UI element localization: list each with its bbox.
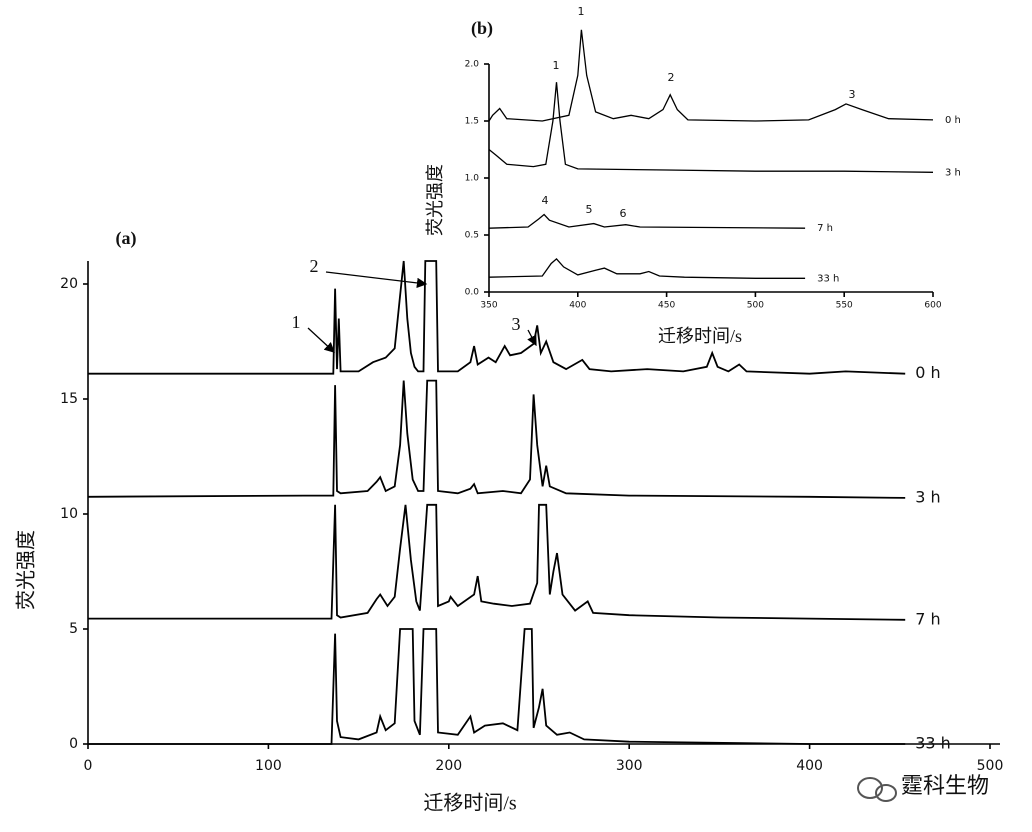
watermark-icon [857, 777, 897, 802]
x-tick-label: 400 [796, 758, 823, 774]
trace [88, 503, 906, 621]
annotation-arrow [527, 329, 537, 347]
watermark: 霆科生物 [901, 773, 989, 798]
x-tick-label: 500 [977, 758, 1004, 774]
series-label: 0 h [945, 115, 961, 126]
y-tick-label: 15 [60, 391, 78, 407]
peak-label: 1 [578, 5, 585, 18]
x-tick-label: 0 [84, 758, 93, 774]
y-tick-label: 0 [69, 736, 78, 752]
annotation-arrow [325, 271, 428, 289]
y-axis-label: 荧光强度 [425, 164, 445, 236]
panel-label: (b) [471, 18, 493, 39]
x-tick-label: 600 [924, 301, 941, 311]
x-tick-label: 200 [435, 758, 462, 774]
annotation-arrow [307, 327, 335, 353]
trace [88, 628, 906, 745]
y-tick-label: 2.0 [465, 60, 480, 70]
peak-label: 2 [668, 71, 675, 84]
y-tick-label: 1.0 [465, 174, 480, 184]
x-tick-label: 500 [747, 301, 764, 311]
panel-label: (a) [116, 228, 137, 249]
series-label: 7 h [817, 223, 833, 234]
y-tick-label: 5 [69, 621, 78, 637]
y-tick-label: 10 [60, 506, 78, 522]
y-tick-label: 0.5 [465, 231, 479, 241]
peak-label: 4 [542, 194, 549, 207]
series-label: 33 h [915, 734, 951, 753]
trace [87, 379, 906, 499]
x-tick-label: 100 [255, 758, 282, 774]
y-tick-label: 20 [60, 276, 78, 292]
x-axis-label: 迁移时间/s [423, 792, 517, 815]
peak-label: 3 [512, 314, 521, 334]
series-label: 3 h [945, 167, 961, 178]
trace [488, 213, 806, 229]
series-label: 33 h [817, 273, 839, 284]
y-axis-label: 荧光强度 [15, 530, 38, 610]
x-tick-label: 300 [616, 758, 643, 774]
peak-label: 5 [586, 203, 593, 216]
series-label: 7 h [915, 609, 940, 628]
peak-label: 1 [292, 312, 301, 332]
trace [488, 29, 934, 122]
peak-label: 6 [620, 207, 627, 220]
y-tick-label: 0.0 [465, 288, 480, 298]
trace [488, 82, 934, 173]
trace [488, 257, 806, 279]
x-axis-label: 迁移时间/s [658, 326, 742, 346]
series-label: 3 h [915, 487, 940, 506]
x-tick-label: 450 [658, 301, 675, 311]
peak-label: 3 [849, 88, 856, 101]
y-tick-label: 1.5 [465, 117, 479, 127]
peak-label: 2 [310, 256, 319, 276]
trace [88, 260, 906, 375]
x-tick-label: 550 [836, 301, 853, 311]
peak-label: 1 [553, 59, 560, 72]
x-tick-label: 400 [569, 301, 586, 311]
series-label: 0 h [915, 363, 940, 382]
x-tick-label: 350 [480, 301, 497, 311]
